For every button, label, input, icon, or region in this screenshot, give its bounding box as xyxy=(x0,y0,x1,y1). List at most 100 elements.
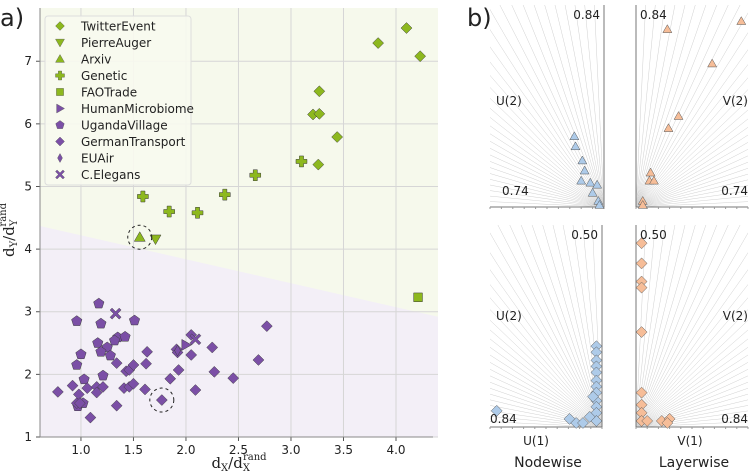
data-point-genetic xyxy=(191,207,204,219)
projection-line xyxy=(636,354,748,427)
projection-line xyxy=(490,252,602,427)
projection-line xyxy=(490,147,604,207)
projection-line xyxy=(542,225,602,427)
x-axis-label: V(1) xyxy=(677,434,702,448)
legend-marker xyxy=(55,120,65,129)
legend-label: FAOTrade xyxy=(81,86,137,100)
projection-line xyxy=(636,5,696,207)
y-tick-label: 1 xyxy=(24,430,32,444)
projection-line xyxy=(636,252,748,427)
projection-line xyxy=(636,179,748,207)
top-value-label: 0.84 xyxy=(640,8,667,22)
projection-line xyxy=(636,173,748,207)
y-tick-label: 3 xyxy=(24,305,32,319)
projection-line xyxy=(636,387,748,427)
x-tick-label: 1.5 xyxy=(124,443,143,457)
data-point-twitterevent xyxy=(414,50,427,63)
projection-line xyxy=(509,225,602,427)
projection-point xyxy=(736,16,747,25)
projection-line xyxy=(636,190,748,207)
projection-line xyxy=(636,167,748,207)
projection-line xyxy=(490,338,602,427)
data-point-germantransport xyxy=(139,383,151,396)
projection-line xyxy=(636,381,748,427)
x-tick-label: 3.0 xyxy=(281,443,300,457)
projection-point xyxy=(570,141,581,151)
x-tick-label: 1.0 xyxy=(71,443,90,457)
data-points xyxy=(51,22,427,424)
projection-line xyxy=(497,225,602,427)
column-title-layerwise: Layerwise xyxy=(659,455,729,471)
legend-marker xyxy=(55,70,65,81)
corner-value-label: 0.74 xyxy=(502,184,529,198)
subplot-layerwise-bottom: 0.50 V(2) 0.84 V(1) xyxy=(635,225,749,448)
projection-line xyxy=(636,32,748,207)
data-point-germantransport xyxy=(127,377,140,390)
projection-point xyxy=(579,165,590,175)
projection-point xyxy=(661,417,674,429)
projection-line xyxy=(490,329,602,427)
x-axis-label: dX/dXrand xyxy=(211,452,267,471)
projection-point xyxy=(635,326,648,338)
projection-line xyxy=(636,338,748,427)
projection-line xyxy=(490,346,602,427)
projection-line xyxy=(533,5,604,207)
projection-line xyxy=(636,225,696,427)
data-point-ugandavillage xyxy=(128,314,141,326)
projection-line xyxy=(520,225,602,427)
projection-line xyxy=(490,368,602,427)
data-point-ugandavillage xyxy=(93,297,105,309)
projection-line xyxy=(490,387,602,427)
projection-line xyxy=(490,284,602,427)
legend-label: TwitterEvent xyxy=(80,20,156,34)
projection-line xyxy=(636,5,676,207)
projection-line xyxy=(636,309,748,427)
projection-line xyxy=(490,195,604,207)
projection-point xyxy=(662,24,673,33)
y-axis-label: dY/dYrand xyxy=(0,202,20,257)
legend-label: PierreAuger xyxy=(81,36,151,50)
top-value-label: 0.50 xyxy=(640,228,667,242)
x-tick-label: 4.0 xyxy=(386,443,405,457)
data-point-ugandavillage xyxy=(92,337,104,348)
data-point-twitterevent xyxy=(372,37,384,49)
projection-point xyxy=(583,411,596,423)
projection-line xyxy=(490,393,602,427)
projection-line xyxy=(490,167,604,207)
data-point-germantransport xyxy=(227,372,240,384)
projection-line xyxy=(490,362,602,427)
projection-line xyxy=(636,368,748,427)
projection-line xyxy=(490,125,604,207)
projection-line xyxy=(490,190,604,207)
y-tick-label: 6 xyxy=(24,117,32,131)
projection-line xyxy=(490,117,604,207)
projection-point xyxy=(635,386,648,399)
projection-line xyxy=(490,354,602,427)
data-point-twitterevent xyxy=(400,22,413,34)
legend-marker xyxy=(56,88,64,96)
data-point-germantransport xyxy=(260,320,273,333)
projection-line xyxy=(490,61,604,207)
corner-value-label: 0.84 xyxy=(721,412,748,426)
projection-line xyxy=(636,118,748,207)
data-point-germantransport xyxy=(252,354,265,366)
data-point-germantransport xyxy=(66,379,79,392)
projection-point xyxy=(635,281,648,294)
projection-line xyxy=(636,142,748,207)
legend-marker xyxy=(55,169,65,180)
data-point-germantransport xyxy=(140,357,152,370)
panel-b-label: b) xyxy=(467,4,492,32)
projection-line xyxy=(636,5,707,207)
projection-line xyxy=(636,269,748,427)
projection-point xyxy=(576,175,587,185)
data-point-genetic xyxy=(249,169,262,181)
projection-line xyxy=(490,9,604,207)
projection-line xyxy=(490,410,602,427)
data-point-ugandavillage xyxy=(119,330,131,342)
projection-point xyxy=(648,175,659,185)
projection-line xyxy=(564,5,604,207)
projection-line xyxy=(636,134,748,207)
projection-line xyxy=(490,309,602,427)
data-point-germantransport xyxy=(141,345,153,358)
projection-point xyxy=(645,167,656,177)
